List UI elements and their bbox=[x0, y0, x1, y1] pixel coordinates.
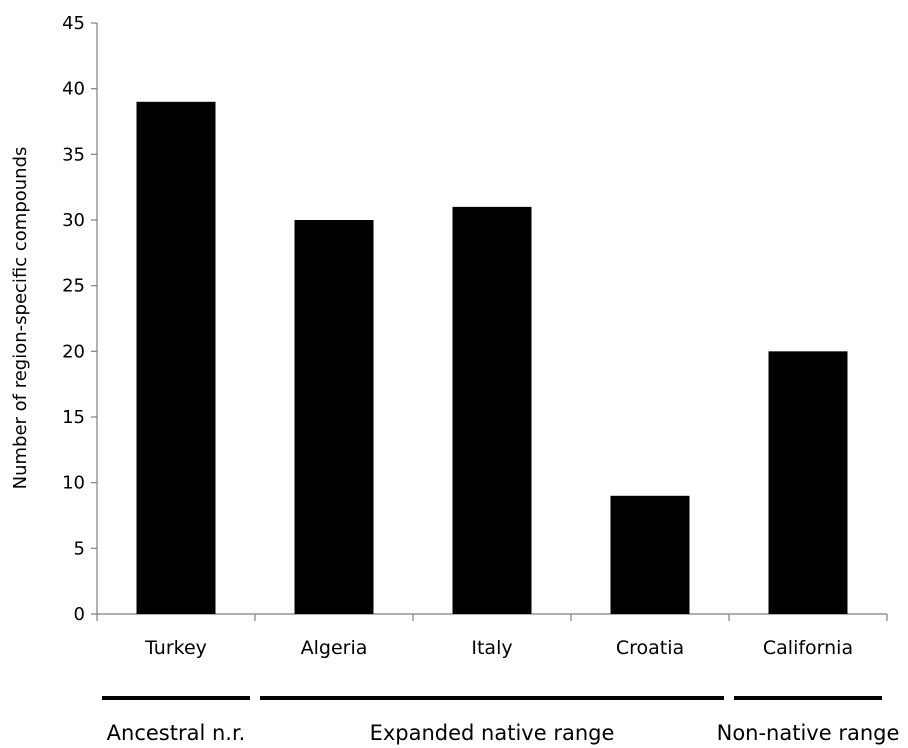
y-tick-label: 0 bbox=[74, 604, 85, 625]
y-tick-label: 10 bbox=[62, 473, 85, 494]
bar-turkey bbox=[136, 101, 216, 615]
y-axis-title: Number of region-specific compounds bbox=[10, 147, 31, 490]
y-axis: 0 5 10 15 20 25 30 35 40 45 bbox=[62, 13, 98, 625]
bars bbox=[136, 101, 848, 615]
x-tick-label: Croatia bbox=[616, 637, 684, 659]
x-axis: Turkey Algeria Italy Croatia California bbox=[96, 613, 888, 659]
x-tick-label: California bbox=[763, 637, 853, 659]
bar-croatia bbox=[610, 495, 690, 614]
y-tick-label: 30 bbox=[62, 210, 85, 231]
group-brackets: Ancestral n.r. Expanded native range Non-n… bbox=[102, 696, 900, 745]
y-tick-label: 35 bbox=[62, 144, 85, 165]
x-tick-label: Turkey bbox=[144, 637, 207, 659]
x-tick-label: Italy bbox=[471, 637, 512, 659]
bar-algeria bbox=[294, 220, 374, 614]
y-tick-label: 40 bbox=[62, 79, 85, 100]
bar-california bbox=[768, 351, 848, 614]
x-tick-label: Algeria bbox=[301, 637, 368, 659]
y-tick-label: 25 bbox=[62, 276, 85, 297]
y-tick-label: 20 bbox=[62, 341, 85, 362]
y-tick-label: 15 bbox=[62, 407, 85, 428]
y-tick-label: 5 bbox=[74, 538, 85, 559]
group-label: Expanded native range bbox=[370, 721, 615, 745]
group-label: Ancestral n.r. bbox=[107, 721, 246, 745]
y-tick-label: 45 bbox=[62, 13, 85, 34]
bar-italy bbox=[452, 206, 532, 614]
group-label: Non-native range bbox=[717, 721, 900, 745]
